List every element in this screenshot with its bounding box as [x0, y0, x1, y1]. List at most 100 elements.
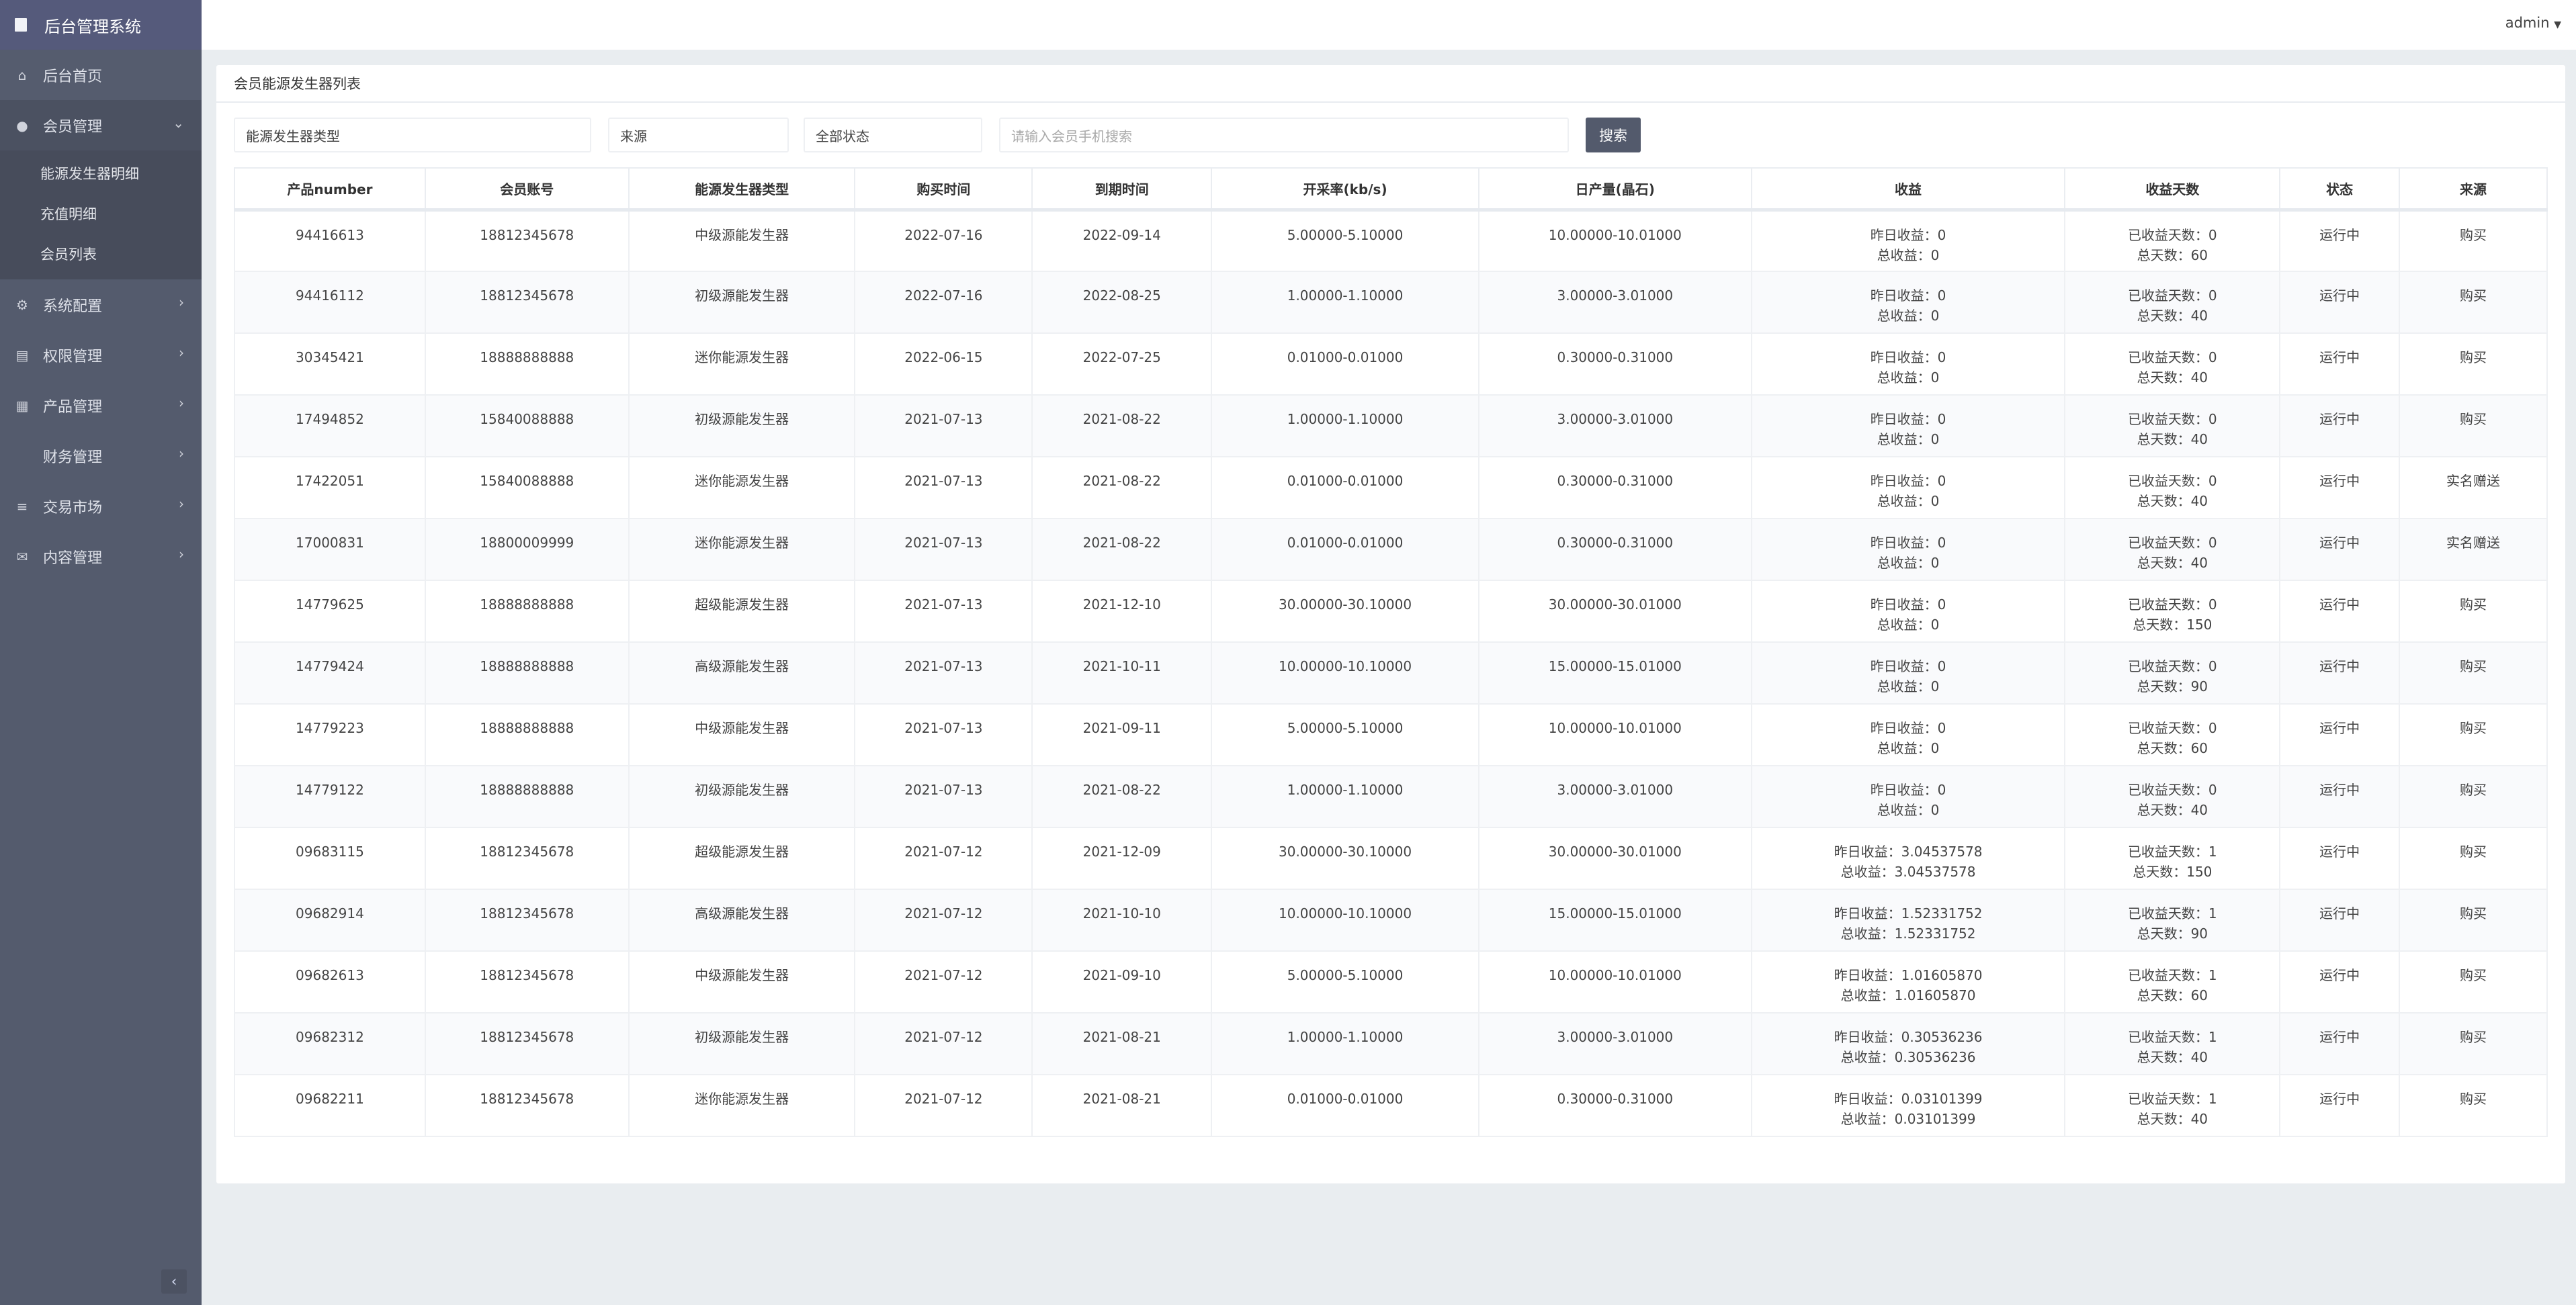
- table-cell: 2021-09-10: [1031, 950, 1213, 1014]
- table-cell: 已收益天数：1 总天数：90: [2064, 889, 2281, 952]
- sidebar-item[interactable]: ▤ 权限管理 ›: [0, 330, 202, 380]
- table-cell: 已收益天数：1 总天数：40: [2064, 1012, 2281, 1075]
- cell-text: 初级源能发生器: [695, 782, 789, 798]
- sidebar-item[interactable]: ▦ 产品管理 ›: [0, 380, 202, 431]
- table-cell: 2021-07-12: [854, 1012, 1033, 1075]
- table-cell: 2021-10-11: [1031, 641, 1213, 705]
- cell-text: 昨日收益：1.01605870: [1834, 967, 1983, 983]
- cell-text: 购买: [2460, 844, 2487, 860]
- table-cell: 运行中: [2279, 641, 2401, 705]
- table-cell: 3.00000-3.01000: [1477, 765, 1752, 828]
- page-title: 会员能源发生器列表: [216, 65, 2565, 103]
- table-cell: 运行中: [2279, 332, 2401, 396]
- sidebar-item-label: 系统配置: [43, 298, 103, 315]
- sidebar-item[interactable]: ⌂ 后台首页: [0, 50, 202, 100]
- cell-text: 购买: [2460, 287, 2487, 304]
- table-cell: 实名赠送: [2399, 456, 2548, 519]
- cell-text: 购买: [2460, 658, 2487, 674]
- table-row: 09682914 18812345678 高级源能发生器 2021-07-12 2021…: [234, 889, 2548, 952]
- table-cell: 18812345678: [424, 209, 630, 272]
- table-cell: 购买: [2399, 580, 2548, 643]
- table-cell: 已收益天数：0 总天数：40: [2064, 456, 2281, 519]
- cell-text: 5.00000-5.10000: [1287, 967, 1404, 983]
- sidebar: 后台管理系统 ⌂ 后台首页 ● 会员管理 ⌄ 能源发生器明细 充值明细会员列表 ⚙ 系统配置 › ▤…: [0, 0, 202, 1305]
- home-icon: ⌂: [17, 66, 27, 83]
- column-header: 能源发生器类型: [628, 167, 856, 212]
- cell-text: 总收益：3.04537578: [1840, 864, 1976, 880]
- table-cell: 中级源能发生器: [628, 209, 856, 272]
- table-cell: 2021-07-13: [854, 580, 1033, 643]
- table-cell: 14779424: [234, 641, 426, 705]
- sidebar-item[interactable]: ≡ 交易市场 ›: [0, 481, 202, 531]
- table-cell: 0.01000-0.01000: [1211, 456, 1479, 519]
- submenu-item[interactable]: 能源发生器明细: [40, 166, 139, 182]
- cell-text: 17494852: [296, 411, 364, 427]
- cell-text: 10.00000-10.10000: [1279, 658, 1412, 674]
- windows-icon: ▦: [15, 397, 29, 414]
- top-header: admin ▼: [202, 0, 2576, 50]
- cell-text: 总收益：0: [1877, 246, 1940, 263]
- table-cell: 已收益天数：0 总天数：40: [2064, 332, 2281, 396]
- cell-text: 总收益：0: [1877, 678, 1940, 694]
- envelope-icon: ✉: [16, 548, 28, 565]
- search-button[interactable]: 搜索: [1586, 118, 1641, 152]
- table-cell: 15840088888: [424, 394, 630, 457]
- cell-text: 2021-07-13: [904, 411, 983, 427]
- cell-text: 1.00000-1.10000: [1287, 782, 1404, 798]
- cell-text: 运行中: [2319, 1091, 2360, 1107]
- sidebar-item[interactable]: ● 会员管理 ⌄: [0, 100, 202, 150]
- cell-text: 购买: [2460, 411, 2487, 427]
- table-cell: 迷你能源发生器: [628, 456, 856, 519]
- cell-text: 2022-06-15: [904, 349, 983, 365]
- table-cell: 18888888888: [424, 703, 630, 766]
- cell-text: 运行中: [2319, 967, 2360, 983]
- table-cell: 18812345678: [424, 1012, 630, 1075]
- cell-text: 2021-08-22: [1082, 782, 1161, 798]
- table-cell: 17422051: [234, 456, 426, 519]
- source-select[interactable]: 来源: [608, 118, 789, 152]
- submenu-item[interactable]: 会员列表: [40, 246, 97, 263]
- table-cell: 超级能源发生器: [628, 580, 856, 643]
- table-cell: 购买: [2399, 703, 2548, 766]
- cell-text: 购买: [2460, 349, 2487, 365]
- cell-text: 总天数：40: [2137, 555, 2208, 571]
- table-cell: 运行中: [2279, 518, 2401, 581]
- table-cell: 2021-09-11: [1031, 703, 1213, 766]
- table-cell: 0.30000-0.31000: [1477, 1074, 1752, 1137]
- collapse-sidebar-button[interactable]: ‹: [161, 1269, 187, 1294]
- table-cell: 2022-07-16: [854, 271, 1033, 334]
- table-cell: 2022-07-25: [1031, 332, 1213, 396]
- table-cell: 昨日收益：0 总收益：0: [1750, 518, 2066, 581]
- cell-text: 已收益天数：1: [2127, 905, 2217, 921]
- table-cell: 中级源能发生器: [628, 703, 856, 766]
- status-select[interactable]: 全部状态: [804, 118, 982, 152]
- table-cell: 昨日收益：0 总收益：0: [1750, 765, 2066, 828]
- phone-search-input[interactable]: 请输入会员手机搜索: [999, 118, 1569, 152]
- table-cell: 昨日收益：1.52331752 总收益：1.52331752: [1750, 889, 2066, 952]
- table-cell: 购买: [2399, 950, 2548, 1014]
- cell-text: 15.00000-15.01000: [1548, 905, 1682, 921]
- cell-text: 0.30000-0.31000: [1557, 535, 1674, 551]
- cell-text: 总收益：0: [1877, 740, 1940, 756]
- user-menu[interactable]: admin ▼: [2505, 15, 2561, 31]
- cell-text: 购买: [2460, 1029, 2487, 1045]
- generator-type-select[interactable]: 能源发生器类型: [234, 118, 591, 152]
- sidebar-item[interactable]: ✉ 内容管理 ›: [0, 531, 202, 582]
- table-cell: 运行中: [2279, 765, 2401, 828]
- table-row: 17422051 15840088888 迷你能源发生器 2021-07-13 2021…: [234, 456, 2548, 519]
- sidebar-item[interactable]: ⚙ 系统配置 ›: [0, 279, 202, 330]
- table-cell: 运行中: [2279, 827, 2401, 890]
- submenu-item[interactable]: 充值明细: [40, 206, 97, 222]
- sidebar-item-label: 财务管理: [43, 449, 103, 466]
- table-cell: 昨日收益：0.03101399 总收益：0.03101399: [1750, 1074, 2066, 1137]
- table-cell: 2021-07-13: [854, 703, 1033, 766]
- table-cell: 0.01000-0.01000: [1211, 1074, 1479, 1137]
- cell-text: 总收益：0: [1877, 308, 1940, 324]
- table-cell: 购买: [2399, 271, 2548, 334]
- table-cell: 2021-07-13: [854, 518, 1033, 581]
- app-logo[interactable]: 后台管理系统: [0, 0, 202, 50]
- cell-text: 总收益：0: [1877, 493, 1940, 509]
- sidebar-item[interactable]: 财务管理 ›: [0, 431, 202, 481]
- table-cell: 3.00000-3.01000: [1477, 271, 1752, 334]
- table-cell: 购买: [2399, 641, 2548, 705]
